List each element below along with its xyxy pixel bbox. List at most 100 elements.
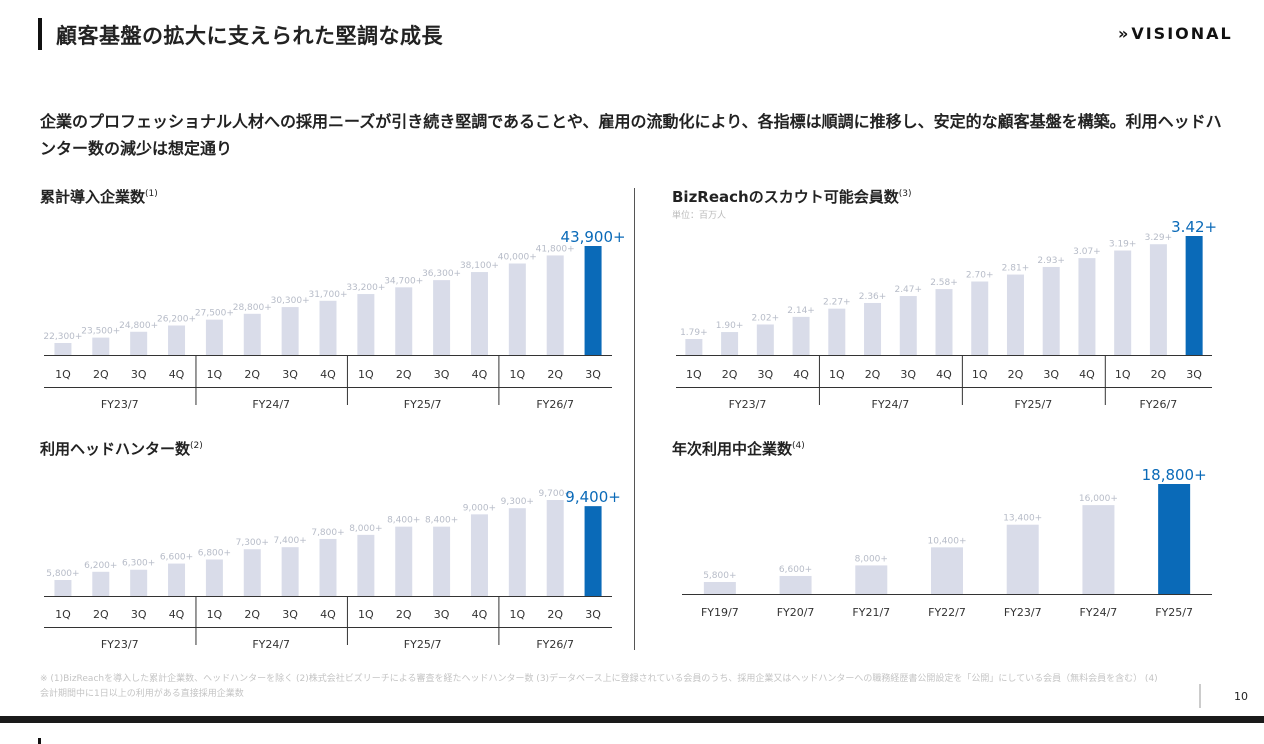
x-tick-label: 2Q	[547, 608, 563, 621]
data-label: 10,400+	[927, 536, 966, 546]
bar	[54, 343, 72, 355]
bar	[685, 339, 703, 355]
x-tick-label: 2Q	[93, 608, 109, 621]
bar	[205, 559, 223, 596]
x-tick-label: 1Q	[972, 368, 988, 381]
data-label: 23,500+	[81, 327, 120, 337]
group-label: FY24/7	[872, 398, 910, 411]
group-label: FY23/7	[101, 638, 139, 651]
data-label: 5,800+	[46, 569, 79, 579]
x-tick-label: 3Q	[282, 368, 298, 381]
bar	[205, 319, 223, 355]
x-tick-label: FY19/7	[701, 606, 739, 619]
group-label: FY26/7	[536, 398, 574, 411]
bar	[899, 296, 917, 355]
bar	[546, 255, 564, 355]
x-tick-label: 1Q	[509, 608, 525, 621]
bar	[779, 575, 812, 594]
data-label: 1.90+	[716, 321, 744, 331]
bar	[433, 280, 451, 355]
data-label: 8,000+	[855, 554, 888, 564]
group-label: FY24/7	[252, 638, 290, 651]
data-label: 2.70+	[966, 270, 994, 280]
lead-text: 企業のプロフェッショナル人材への採用ニーズが引き続き堅調であることや、雇用の流動…	[40, 112, 1222, 158]
bar	[756, 324, 774, 355]
data-label: 2.02+	[752, 313, 780, 323]
bar	[703, 582, 736, 594]
data-label: 9,000+	[463, 503, 496, 513]
x-tick-label: 3Q	[1043, 368, 1059, 381]
x-tick-label: 3Q	[1186, 368, 1202, 381]
chart-headhunters: 5,800+ 1Q 6,200+ 2Q 6,300+ 3Q 6,600+ 4Q 6,800+ 1Q…	[44, 488, 621, 651]
data-label: 7,400+	[273, 536, 306, 546]
chart-title: 年次利用中企業数(4)	[672, 440, 805, 458]
group-label: FY24/7	[252, 398, 290, 411]
bar	[864, 302, 882, 355]
x-tick-label: 1Q	[1115, 368, 1131, 381]
chart-panel-annual-companies: 年次利用中企業数(4) 5,800+ FY19/7 6,600+ FY20/7 8,00…	[672, 438, 1232, 628]
x-tick-label: 4Q	[1079, 368, 1095, 381]
data-label: 3.42+	[1171, 218, 1217, 236]
data-label: 2.81+	[1002, 264, 1030, 274]
bar	[931, 547, 963, 594]
x-tick-label: 1Q	[829, 368, 845, 381]
data-label: 2.47+	[894, 285, 922, 295]
data-label: 3.07+	[1073, 247, 1101, 257]
x-tick-label: 1Q	[358, 608, 374, 621]
data-label: 27,500+	[195, 309, 234, 319]
bar	[281, 307, 299, 355]
data-label: 8,400+	[387, 516, 420, 526]
bar	[508, 508, 526, 596]
bar	[243, 313, 261, 355]
data-label: 5,800+	[703, 571, 736, 581]
chart-annual-companies: 5,800+ FY19/7 6,600+ FY20/7 8,000+ FY21/7 10,4…	[682, 466, 1212, 619]
data-label: 2.27+	[823, 298, 851, 308]
x-tick-label: 3Q	[900, 368, 916, 381]
group-label: FY23/7	[101, 398, 139, 411]
data-label: 6,200+	[84, 561, 117, 571]
bar	[395, 287, 413, 355]
x-tick-label: 2Q	[1151, 368, 1167, 381]
data-label: 7,800+	[311, 528, 344, 538]
visional-logo: » VISIONAL	[1118, 24, 1233, 43]
data-label: 30,300+	[271, 296, 310, 306]
bar	[971, 281, 989, 355]
data-label: 3.29+	[1145, 233, 1173, 243]
data-label: 1.79+	[680, 328, 708, 338]
title-accent-bar	[38, 18, 42, 50]
bar	[54, 580, 72, 596]
data-label: 43,900+	[561, 228, 626, 246]
bar	[130, 569, 148, 596]
x-tick-label: 1Q	[207, 368, 223, 381]
bar	[92, 337, 110, 355]
bar	[433, 526, 451, 596]
bar	[243, 549, 261, 596]
data-label: 24,800+	[119, 321, 158, 331]
data-label: 16,000+	[1079, 494, 1118, 504]
bar	[1185, 236, 1203, 355]
x-tick-label: 2Q	[722, 368, 738, 381]
bar	[319, 538, 337, 596]
x-tick-label: 3Q	[585, 608, 601, 621]
unit-label: 単位：百万人	[672, 211, 727, 221]
data-label: 26,200+	[157, 314, 196, 324]
bar	[792, 316, 810, 355]
data-label: 7,300+	[236, 538, 269, 548]
x-tick-label: 2Q	[93, 368, 109, 381]
data-label: 22,300+	[43, 332, 82, 342]
x-tick-label: 3Q	[757, 368, 773, 381]
bar	[721, 332, 739, 355]
x-tick-label: 2Q	[244, 368, 260, 381]
data-label: 2.93+	[1037, 256, 1065, 266]
x-tick-label: 3Q	[585, 368, 601, 381]
data-label: 8,000+	[349, 524, 382, 534]
bar	[584, 506, 602, 596]
data-label: 33,200+	[346, 283, 385, 293]
data-label: 18,800+	[1142, 466, 1207, 484]
data-label: 2.58+	[930, 278, 958, 288]
bar	[130, 331, 148, 355]
x-tick-label: 2Q	[396, 608, 412, 621]
data-label: 3.19+	[1109, 240, 1137, 250]
logo-text: VISIONAL	[1131, 24, 1233, 43]
group-label: FY25/7	[404, 398, 442, 411]
